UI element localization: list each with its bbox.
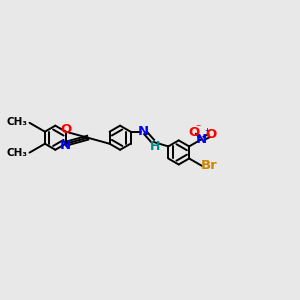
Text: N: N xyxy=(196,133,207,146)
Text: O: O xyxy=(206,128,217,141)
Text: ⁻: ⁻ xyxy=(195,123,200,133)
Text: CH₃: CH₃ xyxy=(6,148,27,158)
Text: ⁺: ⁺ xyxy=(205,128,210,138)
Text: O: O xyxy=(188,126,200,139)
Text: N: N xyxy=(138,125,149,138)
Text: CH₃: CH₃ xyxy=(6,117,27,127)
Text: Br: Br xyxy=(200,159,217,172)
Text: N: N xyxy=(60,139,71,152)
Text: O: O xyxy=(60,124,72,136)
Text: H: H xyxy=(150,140,160,153)
